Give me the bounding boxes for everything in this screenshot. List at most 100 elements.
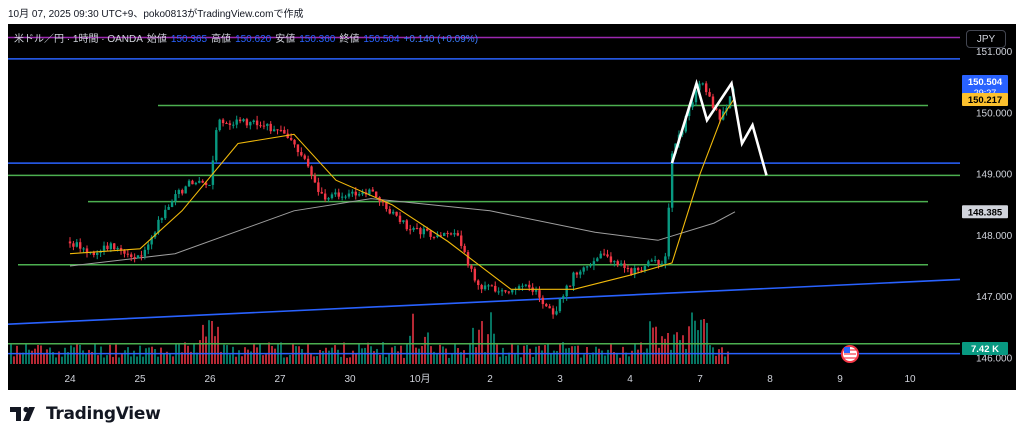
volume-bar <box>379 354 381 364</box>
candle-body <box>507 291 511 293</box>
volume-bar <box>604 355 606 364</box>
volume-bar <box>286 357 288 364</box>
volume-bar <box>37 345 39 364</box>
candle-body <box>140 255 143 257</box>
tradingview-logo[interactable]: TradingView <box>10 404 161 424</box>
change-value: +0.140 (+0.09%) <box>403 34 479 45</box>
volume-bar <box>538 345 540 364</box>
candle-body <box>616 261 619 266</box>
candle-body <box>106 245 109 250</box>
candle-body <box>306 158 310 167</box>
volume-bar <box>550 353 552 364</box>
volume-bar <box>586 346 588 364</box>
candle-body <box>694 90 698 103</box>
candle-body <box>177 190 181 195</box>
chart-panel[interactable]: 151.000 150.000 149.000 148.000 147.000 146.0… <box>8 24 1016 390</box>
projection-path <box>670 78 768 176</box>
candle-body <box>640 270 643 272</box>
volume-bar <box>574 346 576 364</box>
volume-bar <box>64 347 66 364</box>
volume-bar <box>439 344 441 364</box>
y-tick-label: 151.000 <box>976 47 1013 58</box>
candle-body <box>68 241 72 244</box>
candle-body <box>194 182 198 185</box>
volume-bar <box>601 350 603 364</box>
candle-body <box>116 248 119 250</box>
candle-body <box>538 290 541 298</box>
volume-bar <box>445 348 447 364</box>
candle-body <box>242 119 245 122</box>
candle-body <box>357 194 361 196</box>
candle-body <box>113 243 116 250</box>
candle-body <box>187 180 191 187</box>
x-tick-label: 2 <box>487 374 493 385</box>
price-chart[interactable]: 151.000 150.000 149.000 148.000 147.000 146.0… <box>8 24 1016 390</box>
candle-body <box>579 271 582 275</box>
volume-bar <box>232 346 234 364</box>
candle-body <box>320 191 323 194</box>
level-price-badge: 150.217 <box>968 95 1002 106</box>
volume-bar <box>295 346 297 364</box>
volume-bar <box>709 345 711 364</box>
candle-body <box>504 290 507 292</box>
volume-bar <box>190 351 192 364</box>
candle-body <box>72 243 75 247</box>
volume-bar <box>361 348 363 364</box>
candle-body <box>463 245 466 253</box>
volume-bar <box>628 356 630 364</box>
candle-body <box>354 191 357 196</box>
candle-body <box>123 250 126 254</box>
volume-bar <box>208 320 210 364</box>
candle-body <box>528 284 531 288</box>
candle-body <box>126 253 130 255</box>
volume-bar <box>718 349 720 364</box>
volume-bar <box>580 357 582 364</box>
volume-bar <box>70 345 72 364</box>
candle-body <box>79 242 82 249</box>
volume-bar <box>391 347 393 364</box>
candle-body <box>204 182 208 185</box>
candle-body <box>368 189 371 195</box>
volume-bar <box>220 351 222 364</box>
volume-bar <box>625 352 627 364</box>
volume-bar <box>493 333 495 364</box>
candle-body <box>198 180 201 183</box>
volume-bar <box>565 348 567 364</box>
candle-body <box>426 228 429 231</box>
x-tick-label: 26 <box>204 374 216 385</box>
volume-bar <box>727 351 729 364</box>
candle-body <box>344 196 347 198</box>
us-event-flag-icon[interactable] <box>841 345 859 363</box>
candle-body <box>337 192 340 197</box>
volume-bar <box>334 345 336 364</box>
candle-body <box>449 233 453 235</box>
volume-bar <box>214 336 216 364</box>
last-price-badge: 150.504 <box>968 77 1003 88</box>
volume-bar <box>91 351 93 364</box>
candle-body <box>633 268 636 275</box>
volume-bar <box>484 352 486 364</box>
candle-body <box>92 252 96 256</box>
volume-bar <box>112 356 114 364</box>
candle-body <box>609 256 613 263</box>
slow-moving-average <box>69 198 736 267</box>
ma-price-badge: 148.385 <box>968 207 1003 218</box>
volume-badge-bg <box>962 342 1008 355</box>
candle-body <box>619 263 623 266</box>
candle-body <box>313 175 317 183</box>
volume-bar <box>370 346 372 364</box>
candle-body <box>385 201 388 210</box>
close-label: 終値 <box>339 34 360 45</box>
candle-body <box>191 180 194 185</box>
symbol-label[interactable]: 米ドル／円 · 1時間 · OANDA <box>14 34 143 45</box>
volume-bar <box>166 351 168 364</box>
candle-body <box>653 260 657 262</box>
candle-body <box>409 229 412 231</box>
candle-body <box>167 206 170 210</box>
volume-bar <box>82 350 84 364</box>
candle-body <box>303 155 306 159</box>
currency-button[interactable]: JPY <box>966 30 1006 48</box>
candle-body <box>276 129 279 131</box>
y-tick-label: 147.000 <box>976 292 1013 303</box>
volume-bar <box>694 320 696 364</box>
